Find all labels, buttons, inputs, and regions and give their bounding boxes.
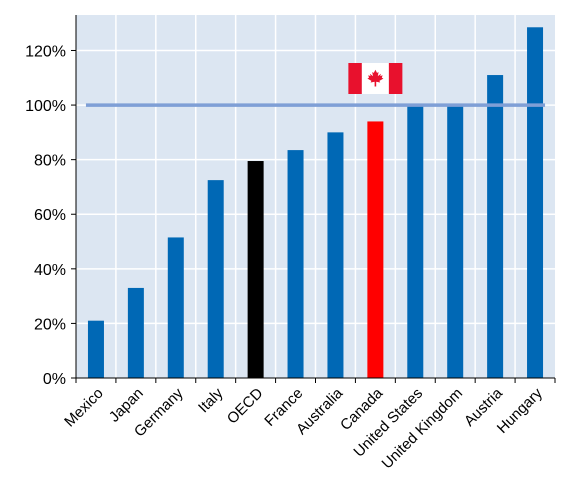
bar-austria (487, 75, 504, 379)
flag-left-band (348, 63, 362, 94)
bar-italy (207, 180, 224, 378)
bar-canada (367, 121, 384, 379)
bar-france (287, 150, 304, 378)
y-tick-label: 80% (34, 153, 66, 170)
y-tick-label: 40% (34, 262, 66, 279)
x-tick-label: Hungary (494, 384, 546, 436)
bar-oecd (247, 161, 264, 378)
y-tick-label: 120% (25, 43, 66, 60)
y-tick-labels: 0% 20% 40% 60% 80% 100% 120% (25, 43, 66, 388)
y-tick-label: 0% (43, 371, 66, 388)
bar-mexico (87, 320, 104, 378)
bar-united-kingdom (447, 105, 464, 378)
x-tick-label: OECD (224, 385, 267, 428)
maple-leaf-icon (367, 69, 384, 87)
bar-germany (167, 237, 184, 378)
bar-united-states (407, 106, 424, 379)
flag-right-band (388, 63, 403, 94)
bar-hungary (527, 27, 544, 379)
canada-flag-icon (348, 63, 403, 94)
x-tick-label: Mexico (61, 385, 107, 431)
bar-japan (127, 287, 144, 378)
x-tick-label: Italy (195, 384, 227, 416)
bars (87, 27, 544, 379)
y-tick-label: 60% (34, 207, 66, 224)
y-tick-label: 100% (25, 98, 66, 115)
bar-australia (327, 132, 344, 378)
grid-lines (76, 15, 555, 378)
y-tick-label: 20% (34, 316, 66, 333)
axes (71, 15, 556, 383)
